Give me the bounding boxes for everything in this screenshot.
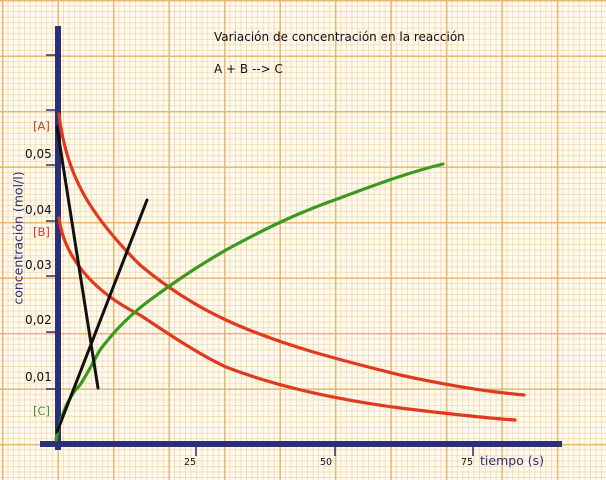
x-axis-label: tiempo (s): [480, 453, 545, 468]
y-tick-label-0.04: 0,04: [25, 203, 52, 217]
series-C-curve: [54, 162, 445, 442]
x-axis: [40, 441, 562, 447]
x-tick-label-50: 50: [320, 457, 333, 468]
y-axis-ticks: [46, 54, 56, 390]
y-axis: [55, 26, 61, 450]
y-tick-label-0.05: 0,05: [25, 147, 52, 161]
x-axis-ticks: [195, 446, 474, 456]
label-species-A: [A]: [33, 119, 50, 133]
series-B-curve: [57, 216, 517, 422]
y-tick-label-0.02: 0,02: [25, 313, 52, 327]
label-species-C: [C]: [33, 404, 51, 418]
y-axis-label: concentración (mol/l): [10, 171, 26, 305]
x-tick-label-75: 75: [461, 457, 474, 468]
label-species-B: [B]: [33, 225, 50, 239]
reaction-equation: A + B --> C: [214, 62, 283, 76]
y-tick-label-0.03: 0,03: [25, 258, 52, 272]
tangent-line-A: [55, 125, 100, 390]
chart-title: Variación de concentración en la reacció…: [214, 30, 465, 44]
x-tick-label-25: 25: [184, 457, 197, 468]
tangent-line-C: [55, 198, 149, 434]
y-tick-label-0.01: 0,01: [25, 370, 52, 384]
series-A-curve: [57, 112, 526, 397]
